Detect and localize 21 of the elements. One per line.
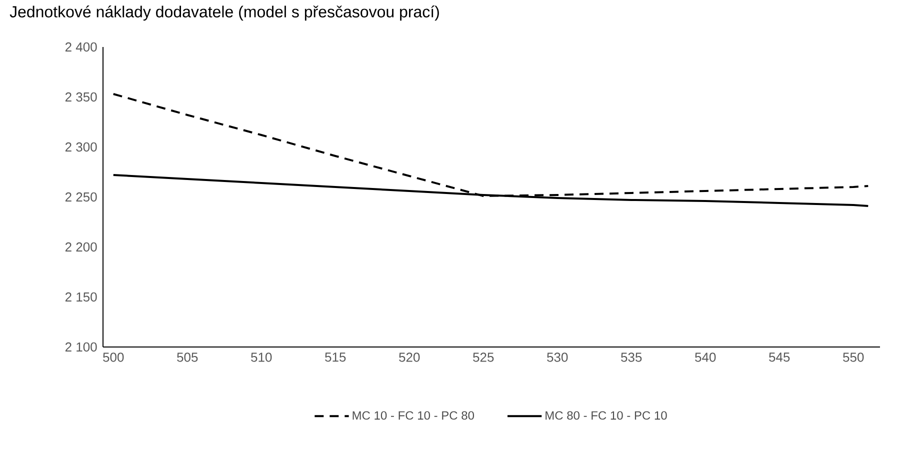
y-tick-label: 2 150 xyxy=(65,292,97,302)
legend-label: MC 80 - FC 10 - PC 10 xyxy=(546,411,667,420)
x-tick-label: 525 xyxy=(473,352,494,362)
x-tick-label: 540 xyxy=(695,352,716,362)
x-tick-label: 520 xyxy=(399,352,420,362)
chart-title: Jednotkové náklady dodavatele (model s přesčasovou prací) xyxy=(10,6,439,21)
x-tick-label: 500 xyxy=(103,352,124,362)
x-tick-label: 545 xyxy=(769,352,790,362)
y-tick-label: 2 200 xyxy=(65,242,97,252)
y-tick-label: 2 350 xyxy=(65,92,97,102)
x-tick-label: 550 xyxy=(843,352,864,362)
y-tick-label: 2 400 xyxy=(65,42,97,52)
x-tick-label: 505 xyxy=(177,352,198,362)
y-tick-label: 2 100 xyxy=(65,342,97,352)
x-tick-label: 535 xyxy=(621,352,642,362)
x-tick-label: 530 xyxy=(547,352,568,362)
y-tick-label: 2 300 xyxy=(65,142,97,152)
y-tick-label: 2 250 xyxy=(65,192,97,202)
x-tick-label: 515 xyxy=(325,352,346,362)
legend-label: MC 10 - FC 10 - PC 80 xyxy=(352,411,474,420)
x-tick-label: 510 xyxy=(251,352,272,362)
